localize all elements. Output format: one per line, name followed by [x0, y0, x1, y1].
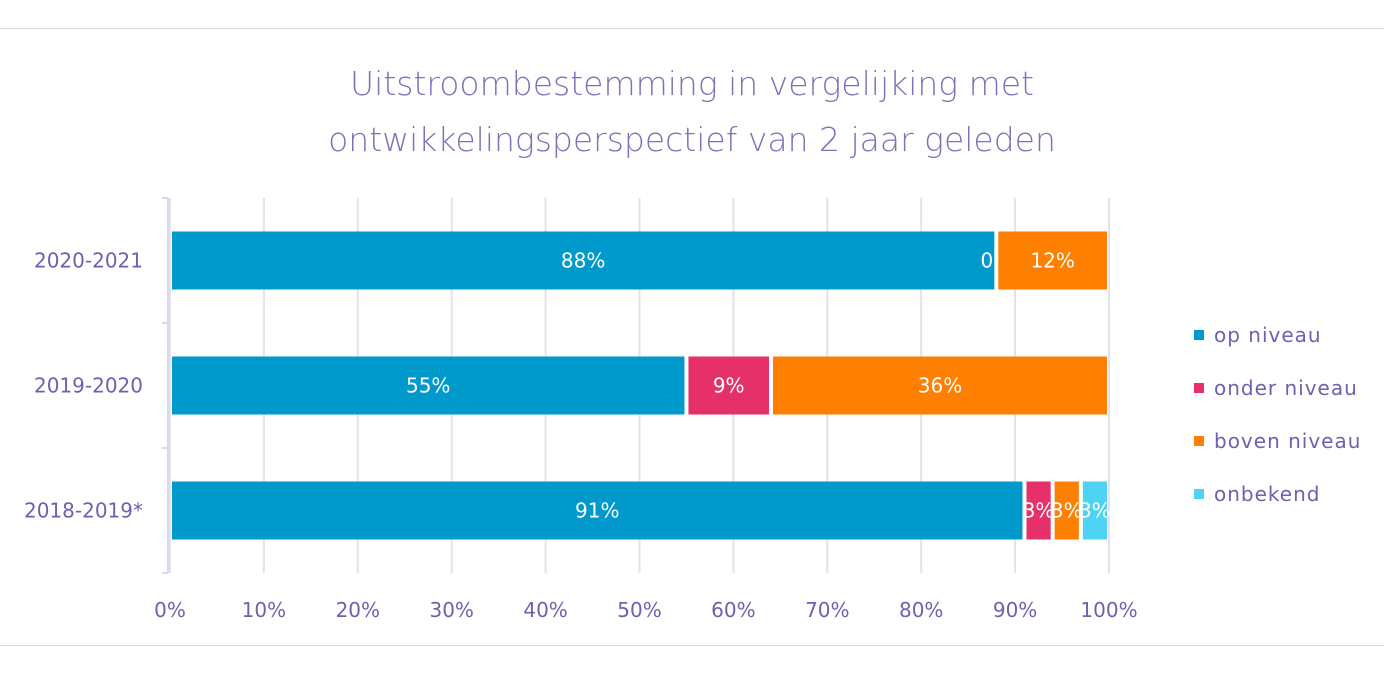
top-divider — [0, 28, 1384, 29]
bar-onder-niveau-2018-2019 — [1026, 481, 1051, 540]
category-label-2019-2020: 2019-2020 — [34, 374, 143, 398]
bar-onbekend-2018-2019 — [1082, 481, 1107, 540]
x-tick-label-7: 70% — [805, 598, 849, 622]
chart-title-line-1: Uitstroombestemming in vergelijking met — [350, 64, 1034, 103]
legend-label-onder-niveau: onder niveau — [1214, 375, 1358, 400]
bar-onder-niveau-2019-2020 — [688, 356, 769, 415]
legend-label-op-niveau: op niveau — [1214, 322, 1322, 347]
legend-swatch-boven-niveau — [1194, 435, 1204, 446]
x-tick-label-10: 100% — [1080, 598, 1137, 622]
legend-item-op-niveau: op niveau — [1194, 308, 1361, 361]
bottom-divider — [0, 645, 1384, 646]
legend-swatch-op-niveau — [1194, 329, 1204, 340]
x-tick-label-5: 50% — [617, 598, 661, 622]
bar-op-niveau-2018-2019 — [172, 481, 1023, 540]
x-tick-label-8: 80% — [899, 598, 943, 622]
legend: op niveau onder niveau boven niveau onbe… — [1194, 308, 1361, 520]
bar-op-niveau-2020-2021 — [172, 231, 995, 290]
bar-boven-niveau-2020-2021 — [998, 231, 1107, 290]
bar-op-niveau-2019-2020 — [172, 356, 685, 415]
data-label-op-niveau-2018-2019: 91% — [575, 499, 619, 523]
legend-item-boven-niveau: boven niveau — [1194, 414, 1361, 467]
data-label-onbekend-2018-2019: 3% — [1079, 499, 1111, 523]
x-tick-label-3: 30% — [429, 598, 473, 622]
x-tick-label-1: 10% — [242, 598, 286, 622]
data-label-onder-niveau-2018-2019: 3% — [1023, 499, 1055, 523]
legend-label-onbekend: onbekend — [1214, 481, 1321, 506]
x-tick-label-0: 0% — [154, 598, 186, 622]
category-label-2020-2021: 2020-2021 — [34, 249, 143, 273]
data-label-boven-niveau-2020-2021: 12% — [1030, 249, 1074, 273]
x-tick-label-4: 40% — [523, 598, 567, 622]
x-tick-label-6: 60% — [711, 598, 755, 622]
category-label-2018-2019: 2018-2019* — [24, 499, 143, 523]
bar-boven-niveau-2018-2019 — [1054, 481, 1079, 540]
data-label-op-niveau-2020-2021: 88% — [561, 249, 605, 273]
data-label-boven-niveau-2019-2020: 36% — [918, 374, 962, 398]
legend-swatch-onbekend — [1194, 488, 1204, 499]
data-label-boven-niveau-2018-2019: 3% — [1051, 499, 1083, 523]
legend-item-onder-niveau: onder niveau — [1194, 361, 1361, 414]
legend-swatch-onder-niveau — [1194, 382, 1204, 393]
legend-label-boven-niveau: boven niveau — [1214, 428, 1362, 453]
data-label-onder-niveau-2019-2020: 9% — [713, 374, 745, 398]
data-label-op-niveau-2019-2020: 55% — [406, 374, 450, 398]
legend-item-onbekend: onbekend — [1194, 467, 1361, 520]
chart-title-line-2: ontwikkelingsperspectief van 2 jaar gele… — [328, 120, 1056, 159]
x-tick-label-2: 20% — [336, 598, 380, 622]
chart-title: Uitstroombestemming in vergelijking met … — [0, 56, 1384, 168]
x-tick-label-9: 90% — [993, 598, 1037, 622]
bar-boven-niveau-2019-2020 — [772, 356, 1107, 415]
